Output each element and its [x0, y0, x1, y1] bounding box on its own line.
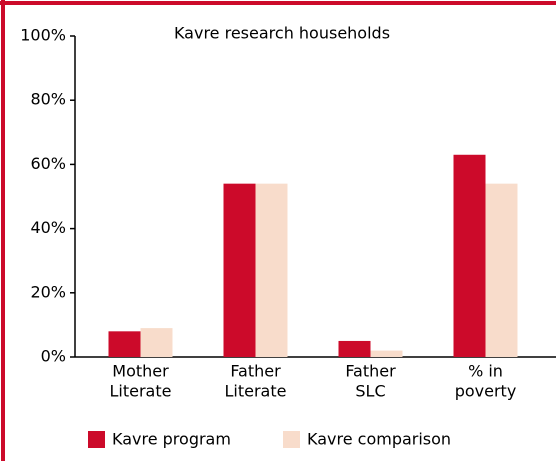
legend-swatch: [88, 431, 105, 448]
legend-swatch: [283, 431, 300, 448]
x-tick-label: % in: [468, 362, 503, 381]
y-tick-label: 80%: [30, 90, 66, 109]
bar: [370, 350, 403, 357]
bar: [453, 154, 486, 357]
y-tick-label: 60%: [30, 154, 66, 173]
bar: [485, 183, 518, 357]
x-tick-label: Mother: [112, 362, 169, 381]
y-tick-label: 0%: [41, 347, 66, 366]
bar: [255, 183, 288, 357]
bar: [338, 340, 371, 357]
x-tick-label: SLC: [355, 382, 385, 401]
chart-title: Kavre research households: [174, 24, 390, 43]
legend-label: Kavre comparison: [307, 430, 451, 449]
y-tick-label: 20%: [30, 282, 66, 301]
x-tick-label: Literate: [225, 382, 287, 401]
x-tick-label: poverty: [455, 382, 517, 401]
bar: [140, 328, 173, 357]
x-tick-label: Father: [345, 362, 396, 381]
y-tick-label: 100%: [20, 26, 66, 45]
y-tick-label: 40%: [30, 218, 66, 237]
bar: [223, 183, 256, 357]
bar: [108, 331, 141, 357]
x-tick-label: Literate: [110, 382, 172, 401]
legend-label: Kavre program: [112, 430, 231, 449]
x-tick-label: Father: [230, 362, 281, 381]
